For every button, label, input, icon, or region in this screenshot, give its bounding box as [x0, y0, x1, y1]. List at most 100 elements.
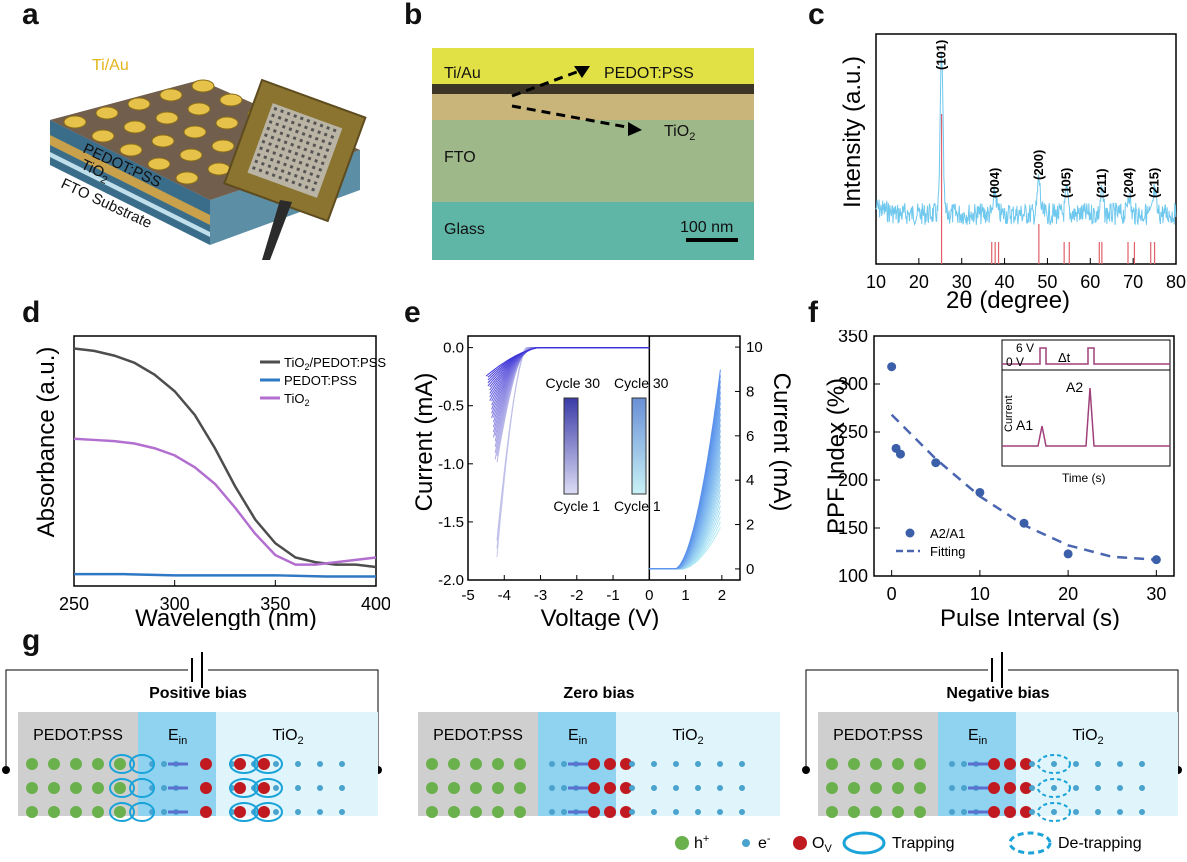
xrd-xlabel: 2θ (degree)	[946, 287, 1070, 314]
panel-letter-d: d	[22, 296, 41, 329]
inset-pulse-train	[1002, 347, 1170, 365]
chip-cell	[326, 126, 330, 130]
legend-label-1: PEDOT:PSS	[284, 373, 357, 388]
hole-ball	[426, 782, 438, 794]
gold-pad	[215, 116, 239, 130]
chip-cell	[265, 170, 269, 175]
electron-ball	[651, 761, 657, 767]
chip-cell	[318, 145, 323, 150]
electron-ball	[717, 761, 723, 767]
data-point	[931, 458, 941, 468]
chip-cell	[271, 173, 276, 178]
absorbance-xtick-label: 350	[260, 594, 290, 614]
pedot-label: PEDOT:PSS	[33, 727, 123, 744]
hole-ball	[470, 806, 482, 818]
ppf-xtick-label: 30	[1146, 584, 1166, 604]
electron-ball	[961, 809, 967, 815]
vacancy-ball	[588, 806, 600, 818]
section-title: Zero bias	[563, 685, 634, 702]
hole-ball	[892, 758, 904, 770]
hole-ball	[70, 758, 82, 770]
absorbance-xtick-label: 250	[59, 594, 89, 614]
vacancy-ball	[620, 806, 632, 818]
hole-ball	[470, 782, 482, 794]
electron-ball	[549, 761, 555, 767]
electron-ball	[317, 761, 323, 767]
electron-ball	[273, 761, 279, 767]
electron-ball	[1051, 761, 1057, 767]
layer-label-fto: FTO	[444, 149, 476, 166]
legend-label-3: Trapping	[892, 835, 955, 852]
chip-cell	[274, 166, 278, 171]
xrd-xtick-label: 40	[995, 272, 1015, 292]
electron-ball	[739, 809, 745, 815]
hole-ball	[448, 806, 460, 818]
iv-ylabel-left: Current (mA)	[411, 373, 438, 512]
chip-cell	[314, 158, 319, 163]
inset-a2: A2	[1066, 379, 1083, 395]
absorbance-xtick-label: 400	[361, 594, 390, 614]
hole-ball	[426, 758, 438, 770]
chip-cell	[327, 141, 332, 146]
iv-ytick-left-label: -0.5	[438, 398, 464, 415]
trap-ellipse	[129, 778, 155, 798]
chip-cell	[312, 121, 317, 126]
vacancy-ball	[1020, 782, 1032, 794]
electron-ball	[561, 809, 567, 815]
detrap-ellipse	[1037, 754, 1071, 774]
electron-ball	[295, 761, 301, 767]
peak-label: (200)	[1031, 150, 1046, 180]
gold-pad	[123, 120, 147, 134]
circuit-wire	[805, 669, 988, 770]
electron-ball	[161, 761, 167, 767]
iv-ytick-right-label: 4	[746, 472, 754, 489]
vacancy-ball	[1020, 806, 1032, 818]
data-point	[887, 362, 897, 372]
chip-cell	[295, 129, 299, 134]
electron-ball	[549, 785, 555, 791]
chip-cell	[296, 145, 301, 150]
electron-ball	[629, 761, 635, 767]
electron-ball	[949, 761, 955, 767]
electron-ball	[961, 785, 967, 791]
electron-ball	[651, 785, 657, 791]
chip-cell	[301, 154, 305, 159]
hole-ball	[470, 758, 482, 770]
arrow-to-pedot	[511, 68, 583, 98]
vacancy-ball	[620, 782, 632, 794]
hole-ball	[492, 806, 504, 818]
hole-ball	[70, 806, 82, 818]
chip-cell	[321, 139, 326, 144]
electron-ball	[1117, 785, 1123, 791]
electron-ball	[1095, 809, 1101, 815]
gold-pad	[91, 129, 115, 143]
ppf-ytick-label: 350	[838, 330, 868, 346]
gold-pad	[63, 115, 87, 129]
chip-cell	[287, 149, 292, 154]
iv-ytick-right-label: 10	[746, 339, 763, 356]
chip-cell	[279, 131, 284, 136]
ppf-xtick-label: 0	[887, 584, 897, 604]
chip-cell	[268, 142, 272, 147]
hole-ball	[514, 782, 526, 794]
vacancy-ball	[1004, 806, 1016, 818]
iv-ytick-left-label: -1.0	[438, 456, 464, 473]
hole-ball	[114, 806, 126, 818]
layer-label-glass: Glass	[444, 221, 485, 238]
hole-ball	[492, 782, 504, 794]
chip-cell	[297, 123, 302, 127]
iv-xtick-label: -4	[498, 587, 511, 604]
electron-ball	[673, 761, 679, 767]
ppf-ytick-label: 100	[838, 566, 868, 586]
chip-cell	[299, 116, 304, 121]
xrd-chart: Intensity (a.u.) 2θ (degree) (101) (004) (…	[839, 33, 1186, 314]
series-line-1	[74, 572, 376, 578]
pedot-label: PEDOT:PSS	[833, 727, 923, 744]
field-label: Ein	[168, 727, 187, 747]
electron-legend-icon	[742, 839, 750, 847]
chip-cell	[305, 141, 310, 145]
vacancy-ball	[604, 806, 616, 818]
chip-cell	[273, 106, 278, 111]
pedot-label: PEDOT:PSS	[433, 727, 523, 744]
data-point	[1151, 555, 1161, 565]
